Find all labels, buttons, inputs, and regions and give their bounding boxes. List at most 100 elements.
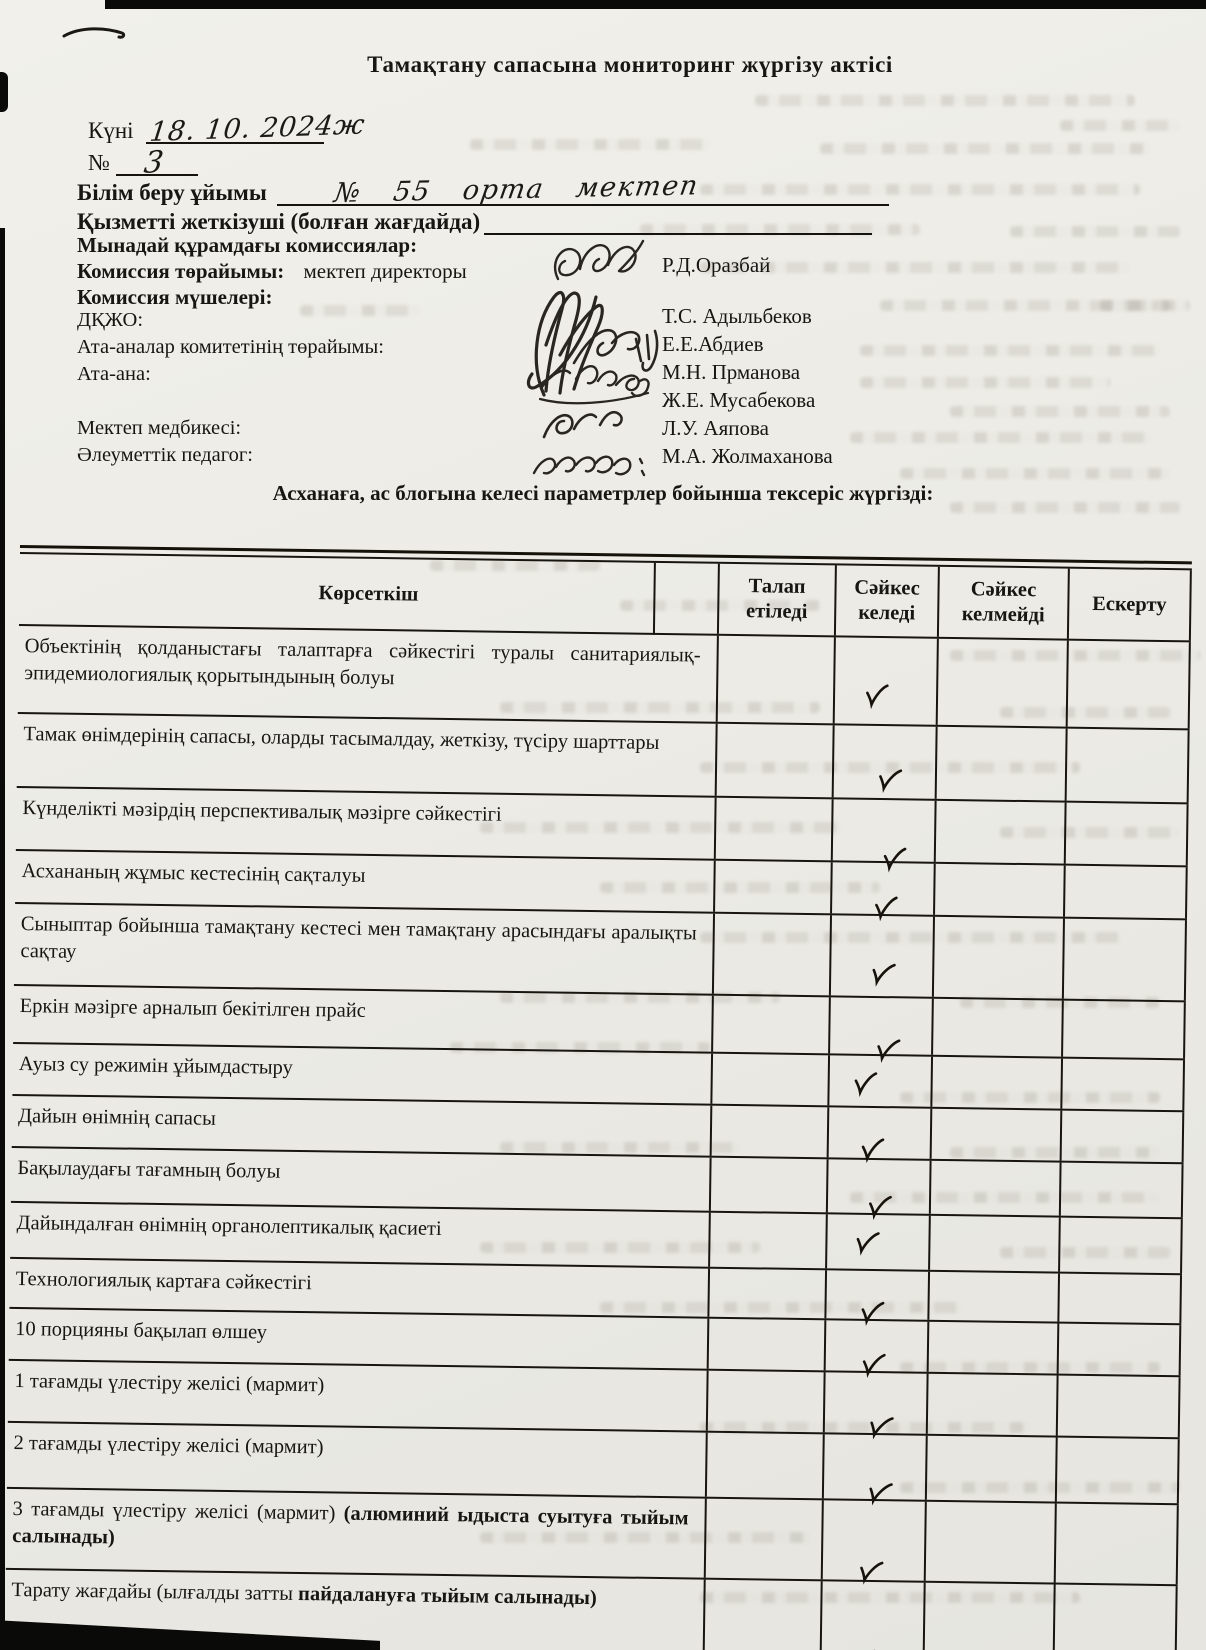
column-header: Талап етіледі — [716, 563, 835, 636]
checkmark-icon — [859, 1561, 883, 1585]
note-cell — [1058, 1217, 1183, 1274]
required-cell — [706, 1318, 825, 1371]
indicator-text: Бақылаудағы тағамның болуы — [17, 1157, 281, 1183]
member-role: Әлеуметтік педагог: — [77, 444, 253, 466]
date-underline: 18. 10. 2024ж — [145, 109, 367, 148]
handwritten-check — [871, 1034, 902, 1066]
bleed-through-smudge — [950, 650, 1200, 661]
bleed-through-smudge — [500, 702, 820, 713]
commission-block: Мынадай құрамдағы комиссиялар: Комиссия … — [0, 0, 1206, 480]
indicator-text-bold: пайдалануға тыйым салынады) — [297, 1582, 597, 1610]
note-cell — [1065, 640, 1191, 729]
not-complies-cell — [930, 1056, 1062, 1109]
note-cell — [1063, 802, 1189, 866]
handwritten-check — [857, 1135, 886, 1166]
note-cell — [1060, 1058, 1186, 1111]
bleed-through-smudge — [880, 300, 1170, 311]
complies-cell — [830, 862, 934, 922]
number-underline: 3 — [115, 145, 198, 181]
member-name: Л.У. Аяпова — [662, 416, 769, 440]
checkmark-icon — [865, 684, 889, 710]
table-row: Технологиялық картаға сәйкестігі — [9, 1256, 1183, 1326]
required-cell — [703, 1498, 822, 1580]
number-line: № 3 — [88, 145, 198, 181]
checkmark-icon — [868, 1483, 893, 1506]
note-cell — [1061, 918, 1187, 1001]
indicator-cell: Тамак өнімдерінің сапасы, оларды тасымал… — [17, 714, 716, 796]
checkmark-icon — [852, 1649, 876, 1650]
not-complies-cell — [923, 1501, 1055, 1583]
member-name: М.А. Жолмаханова — [662, 444, 833, 468]
required-cell — [715, 635, 834, 724]
table-row: 1 тағамды үлестіру желісі (мармит) — [7, 1358, 1181, 1440]
indicator-text: Ауыз су режимін ұйымдастыру — [18, 1053, 294, 1079]
not-complies-cell — [934, 726, 1066, 801]
not-complies-cell — [928, 1160, 1060, 1216]
member-role: Ата-ана: — [77, 363, 151, 385]
bleed-through-smudge — [860, 345, 1160, 356]
handwritten-check — [854, 1555, 886, 1588]
bleed-through-smudge — [480, 822, 840, 833]
member-role: Мектеп медбикесі: — [77, 417, 242, 439]
bleed-through-smudge — [1000, 827, 1180, 838]
not-complies-cell — [931, 916, 1063, 999]
scan-edge-left — [0, 228, 5, 1650]
bleed-through-smudge — [430, 560, 600, 571]
required-cell — [707, 1268, 826, 1319]
signature-chair-icon — [554, 239, 645, 281]
indicator-text: Еркін мәзірге арналып бекітілген прайс — [19, 995, 366, 1022]
note-cell — [1063, 865, 1188, 919]
required-cell — [702, 1579, 821, 1650]
checkmark-icon — [876, 1039, 900, 1063]
signature-member6-icon — [532, 455, 646, 477]
bleed-through-smudge — [500, 1142, 740, 1153]
member-name: Ж.Е. Мусабекова — [662, 388, 816, 412]
not-complies-cell — [931, 998, 1062, 1057]
signatures-overlay — [526, 239, 659, 477]
bleed-through-smudge — [700, 1592, 1080, 1603]
not-complies-cell — [935, 638, 1067, 727]
checkmark-icon — [861, 1301, 884, 1326]
table-row: 10 порцияны бақылап өлшеу — [8, 1306, 1182, 1379]
not-complies-cell — [928, 1215, 1059, 1272]
commission-intro: Мынадай құрамдағы комиссиялар: — [77, 233, 418, 257]
handwritten-check — [857, 1349, 887, 1381]
page-title: Тамақтану сапасына мониторинг жүргізу ак… — [367, 52, 893, 77]
bleed-through-smudge — [700, 762, 1080, 773]
handwritten-check — [856, 1297, 886, 1329]
table-row: Ауыз су режимін ұйымдастыру — [12, 1041, 1186, 1111]
complies-cell — [828, 997, 932, 1063]
bleed-through-smudge — [1000, 707, 1170, 718]
required-cell — [704, 1432, 823, 1499]
bleed-through-smudge — [620, 600, 820, 611]
checkmark-icon — [862, 1353, 886, 1379]
required-cell — [711, 995, 829, 1054]
signature-member2-icon — [572, 328, 659, 372]
signature-member1-icon — [526, 291, 604, 397]
note-cell — [1052, 1584, 1178, 1650]
table-row: Дайын өнімнің сапасы — [11, 1093, 1185, 1164]
checkmark-icon — [872, 963, 896, 987]
bleed-through-smudge — [820, 143, 1150, 154]
indicator-cell: Объектінің қолданыстағы талаптарға сәйке… — [18, 626, 717, 722]
checkmark-icon — [878, 769, 902, 793]
commission-members-label: Комиссия мүшелері: — [77, 285, 273, 309]
table-row: 2 тағамды үлестіру желісі (мармит) — [6, 1420, 1180, 1506]
indicator-text: Дайындалған өнімнің органолептикалық қас… — [16, 1212, 442, 1240]
section-title: Асханаға, ас блогына келесі параметрлер … — [272, 481, 934, 505]
bleed-through-smudge — [640, 224, 920, 235]
column-header: Сәйкес келмейді — [936, 566, 1068, 639]
complies-cell — [821, 1434, 926, 1506]
not-complies-cell — [925, 1373, 1057, 1436]
table-row: Объектінің қолданыстағы талаптарға сәйке… — [17, 623, 1191, 729]
complies-cell — [828, 915, 933, 997]
scan-edge-top — [105, 0, 1206, 9]
handwritten-check — [862, 1476, 894, 1510]
handwritten-check — [866, 958, 898, 991]
commission-chair-line: Комиссия төрайымы: мектеп директоры — [77, 259, 467, 284]
bleed-through-smudge — [950, 406, 1170, 417]
number-label: № — [88, 150, 110, 175]
handwritten-check — [863, 1410, 895, 1444]
organization-underline: № 55 орта мектеп — [276, 170, 889, 209]
